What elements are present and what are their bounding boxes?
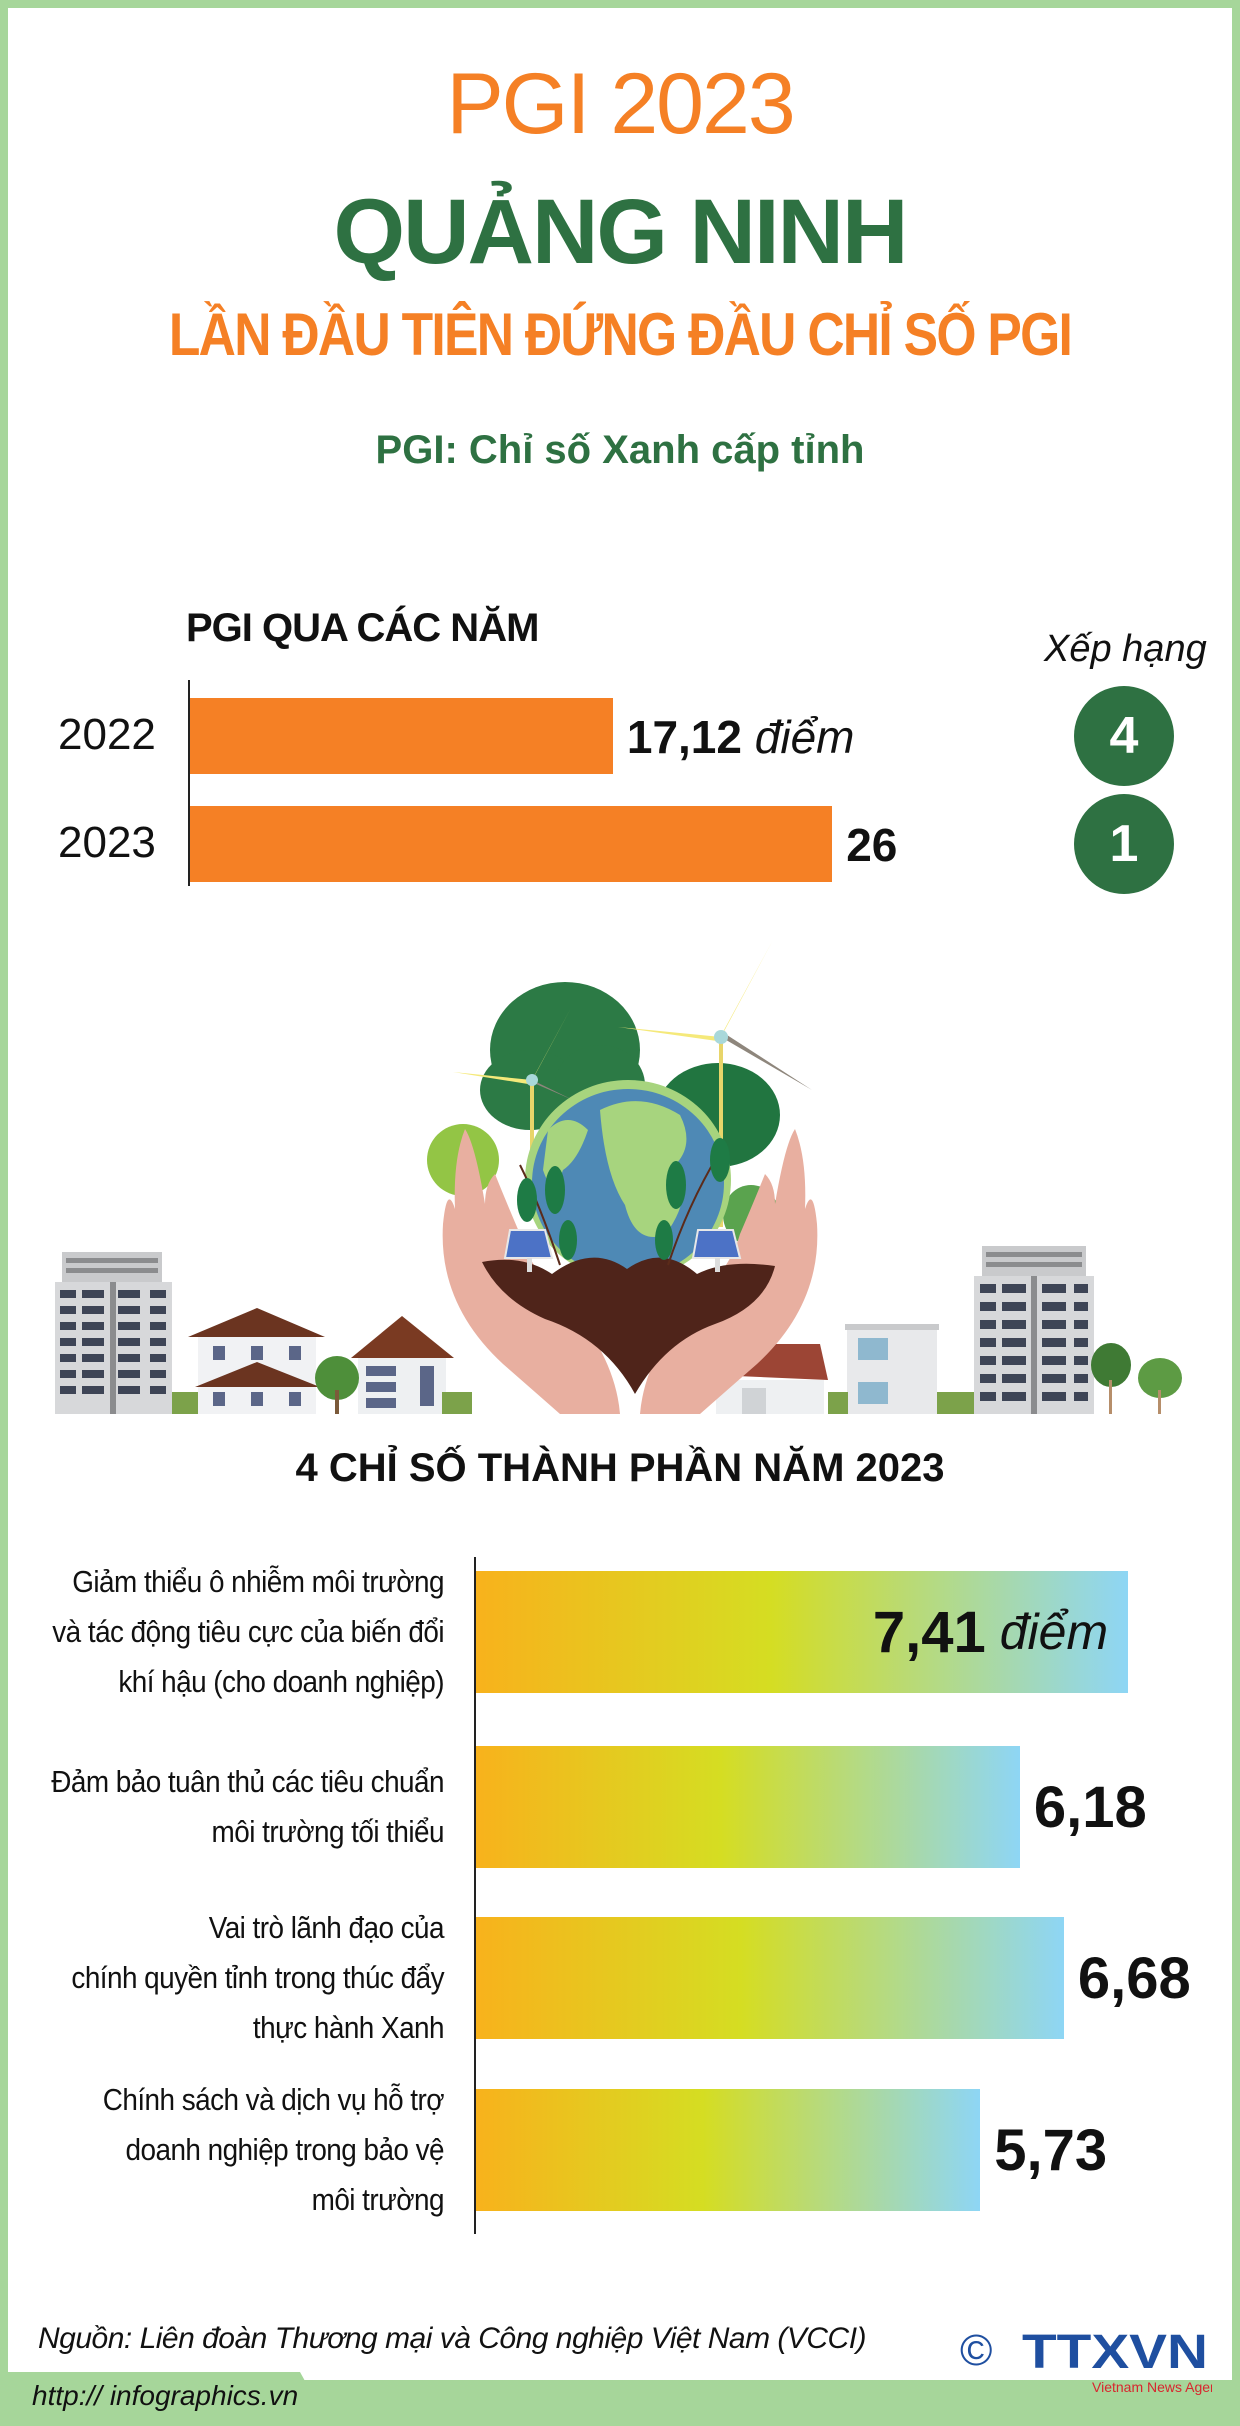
globe-icon (525, 1080, 731, 1280)
component-bar (476, 2089, 981, 2211)
category-label: Giảm thiểu ô nhiễm môi trường và tác động… (44, 1557, 444, 1707)
bar-value: 5,73 (994, 2089, 1107, 2211)
component-bar (476, 1917, 1064, 2039)
value-text: 5,73 (994, 2117, 1108, 2183)
bar-2022 (190, 698, 613, 774)
bar-value: 7,41 điểm (873, 1571, 1108, 1693)
bar-value: 6,68 (1078, 1917, 1191, 2039)
rank-badge: 4 (1074, 686, 1174, 786)
rank-title: Xếp hạng (1044, 628, 1207, 670)
headline: LẦN ĐẦU TIÊN ĐỨNG ĐẦU CHỈ SỐ PGI (168, 301, 1073, 368)
value-text: 6,68 (1077, 1945, 1191, 2011)
label-line: và tác động tiêu cực của biến đổi (52, 1614, 444, 1649)
label-line: Đảm bảo tuân thủ các tiêu chuẩn (51, 1764, 445, 1799)
title: PGI 2023 (446, 56, 795, 152)
category-label: Chính sách và dịch vụ hỗ trợ doanh nghiệp… (44, 2075, 445, 2225)
province-title: QUẢNG NINH (333, 181, 909, 283)
left-building (55, 1252, 172, 1414)
label-line: chính quyền tỉnh trong thúc đẩy (71, 1960, 444, 1995)
label-line: môi trường (311, 2182, 445, 2217)
bar-value: 26 (846, 818, 897, 872)
component-bar (476, 1571, 1129, 1693)
year-label: 2022 (58, 710, 156, 759)
logo-text: TTXVN (1022, 2326, 1208, 2379)
label-line: khí hậu (cho doanh nghiệp) (118, 1664, 444, 1699)
label-line: môi trường tối thiểu (211, 1814, 445, 1849)
brown-roof-house (351, 1316, 454, 1414)
website-link[interactable]: http:// infographics.vn (32, 2380, 299, 2411)
value-text: 17,12 (626, 711, 742, 763)
chart2-title: 4 CHỈ SỐ THÀNH PHẦN NĂM 2023 (295, 1446, 945, 1490)
sprout-leaves (517, 1138, 730, 1266)
hedges (172, 1392, 974, 1414)
value-text: 26 (846, 819, 898, 871)
white-house (188, 1308, 325, 1414)
url-tab (0, 2372, 330, 2426)
bar-2023 (190, 806, 833, 882)
bar-value: 17,12 điểm (627, 710, 855, 764)
year-label: 2023 (58, 818, 156, 867)
value-text: 7,41 (872, 1599, 986, 1665)
bar-value: 6,18 (1034, 1746, 1147, 1868)
green-earth-illustration (55, 940, 1182, 1414)
chart2-axis (474, 1557, 476, 2234)
subtitle: PGI: Chỉ số Xanh cấp tỉnh (375, 428, 865, 472)
chart1-title: PGI QUA CÁC NĂM (186, 606, 539, 650)
wind-turbine-icon (453, 940, 812, 1227)
label-line: Chính sách và dịch vụ hỗ trợ (102, 2082, 445, 2117)
label-line: doanh nghiệp trong bảo vệ (125, 2132, 445, 2167)
source-note: Nguồn: Liên đoàn Thương mại và Công nghi… (38, 2322, 867, 2355)
logo-subtext: Vietnam News Agency (1092, 2379, 1212, 2395)
unit-text: điểm (999, 1604, 1109, 1660)
category-label: Đảm bảo tuân thủ các tiêu chuẩn môi trườn… (44, 1732, 444, 1882)
value-text: 6,18 (1033, 1774, 1147, 1840)
solar-panel-icon (503, 1229, 742, 1272)
rank-badge: 1 (1074, 794, 1174, 894)
small-trees (315, 1343, 1182, 1414)
ttxvn-logo: TTXVN Vietnam News Agency (1022, 2326, 1212, 2395)
copyright-icon: © (960, 2326, 993, 2375)
label-line: Giảm thiểu ô nhiễm môi trường (72, 1564, 445, 1599)
component-bar (476, 1746, 1020, 1868)
right-building (974, 1246, 1094, 1414)
unit-text: điểm (754, 711, 855, 763)
label-line: thực hành Xanh (252, 2010, 445, 2045)
label-line: Vai trò lãnh đạo của (208, 1910, 445, 1945)
chart1-axis (188, 680, 190, 886)
category-label: Vai trò lãnh đạo của chính quyền tỉnh tro… (44, 1903, 444, 2053)
